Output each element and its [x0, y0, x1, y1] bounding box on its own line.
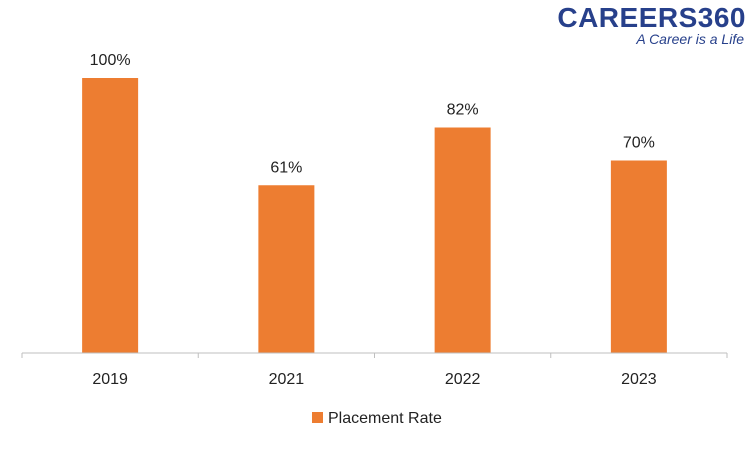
data-label-2022: 82%	[447, 102, 479, 119]
legend: Placement Rate	[312, 410, 442, 427]
data-label-2019: 100%	[90, 52, 131, 69]
x-tick-label-2022: 2022	[445, 371, 481, 388]
bar-2022	[434, 127, 491, 353]
legend-swatch	[312, 412, 323, 423]
data-labels-group: 100% 61% 82% 70%	[90, 52, 655, 176]
bars-group	[82, 78, 667, 353]
data-label-2021: 61%	[270, 159, 302, 176]
x-tick-label-2023: 2023	[621, 371, 657, 388]
legend-label: Placement Rate	[328, 410, 442, 427]
logo-tagline: A Career is a Life	[635, 31, 744, 47]
careers360-logo: CAREERS360 A Career is a Life	[557, 2, 746, 47]
bar-2019	[82, 78, 139, 353]
x-tick-label-2021: 2021	[269, 371, 305, 388]
x-tick-label-2019: 2019	[92, 371, 128, 388]
bar-2023	[610, 160, 667, 353]
bar-2021	[258, 185, 315, 353]
data-label-2023: 70%	[623, 135, 655, 152]
x-axis: 2019 2021 2022 2023	[21, 352, 728, 388]
logo-text: CAREERS360	[557, 2, 746, 33]
